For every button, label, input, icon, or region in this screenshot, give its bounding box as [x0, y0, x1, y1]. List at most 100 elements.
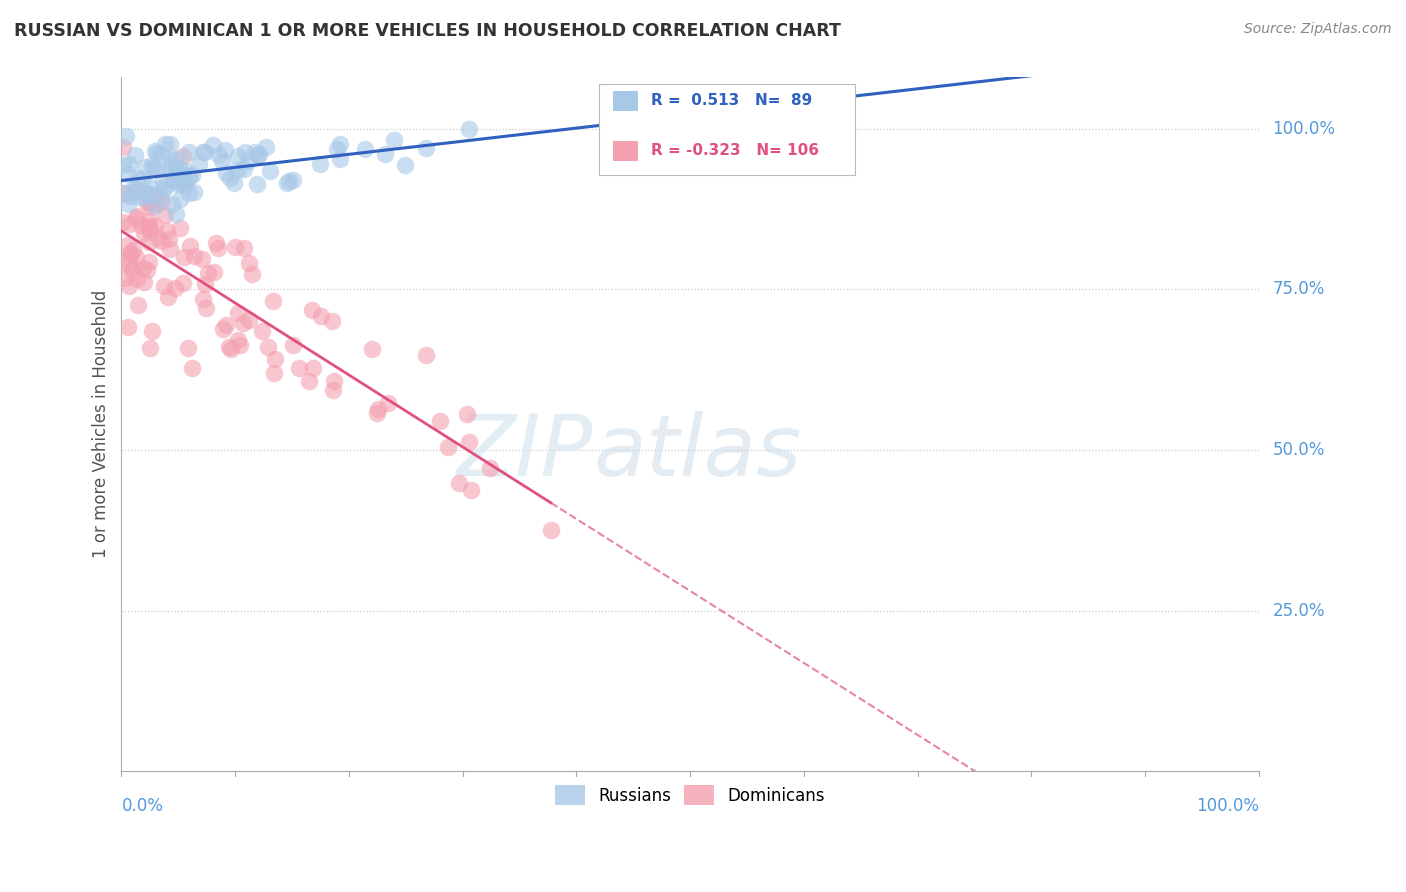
Point [256, 340, 278, 354]
Point [172, 276, 194, 290]
Point [125, 211, 148, 226]
Point [138, 255, 160, 269]
Point [124, 250, 146, 264]
Point [374, 147, 396, 161]
Point [214, 143, 236, 157]
Point [243, 145, 266, 159]
Point [194, 145, 217, 159]
Point [165, 152, 187, 166]
Point [180, 168, 202, 182]
Point [142, 196, 165, 211]
Point [128, 190, 150, 204]
Point [165, 164, 187, 178]
Point [207, 241, 229, 255]
Point [415, 141, 437, 155]
Point [143, 219, 166, 233]
Point [232, 316, 254, 330]
Text: 75.0%: 75.0% [1272, 280, 1324, 299]
Point [120, 246, 142, 260]
Point [262, 294, 284, 309]
Text: 100.0%: 100.0% [1272, 120, 1336, 138]
Point [478, 461, 501, 475]
Point [117, 320, 139, 334]
Point [394, 158, 416, 172]
Point [153, 278, 176, 293]
Point [301, 302, 323, 317]
Point [124, 147, 146, 161]
Point [117, 167, 139, 181]
Point [163, 174, 186, 188]
Point [143, 189, 166, 203]
Point [540, 523, 562, 537]
Point [114, 186, 136, 200]
Point [127, 170, 149, 185]
Point [131, 171, 153, 186]
Point [159, 136, 181, 151]
Point [136, 219, 159, 233]
Text: RUSSIAN VS DOMINICAN 1 OR MORE VEHICLES IN HOUSEHOLD CORRELATION CHART: RUSSIAN VS DOMINICAN 1 OR MORE VEHICLES … [14, 22, 841, 40]
Text: 50.0%: 50.0% [1272, 441, 1324, 459]
Point [160, 196, 183, 211]
Point [143, 144, 166, 158]
Point [226, 333, 249, 347]
Text: 100.0%: 100.0% [1195, 797, 1258, 814]
Point [232, 241, 254, 255]
Point [135, 263, 157, 277]
Point [247, 147, 270, 161]
Point [127, 298, 149, 312]
Point [121, 264, 143, 278]
Text: 0.0%: 0.0% [121, 797, 163, 814]
Point [139, 187, 162, 202]
Point [169, 176, 191, 190]
Point [132, 260, 155, 275]
FancyBboxPatch shape [599, 85, 855, 175]
Point [238, 312, 260, 326]
Text: atlas: atlas [593, 410, 801, 493]
Point [360, 342, 382, 356]
Point [143, 199, 166, 213]
Legend: Russians, Dominicans: Russians, Dominicans [548, 779, 832, 812]
Point [129, 218, 152, 232]
Point [169, 220, 191, 235]
Point [415, 348, 437, 362]
Point [170, 167, 193, 181]
Point [429, 414, 451, 428]
Point [229, 337, 252, 351]
Point [156, 224, 179, 238]
Point [194, 277, 217, 291]
Point [141, 158, 163, 172]
Point [152, 179, 174, 194]
Point [309, 157, 332, 171]
Point [301, 361, 323, 376]
Point [247, 146, 270, 161]
Point [145, 162, 167, 177]
Point [276, 176, 298, 190]
Point [197, 266, 219, 280]
Point [228, 149, 250, 163]
Point [183, 185, 205, 199]
Point [183, 249, 205, 263]
Point [138, 214, 160, 228]
Point [449, 476, 471, 491]
Point [150, 194, 173, 208]
Point [191, 145, 214, 160]
Point [132, 275, 155, 289]
Point [122, 244, 145, 258]
Point [167, 174, 190, 188]
Point [156, 290, 179, 304]
Point [457, 121, 479, 136]
Point [218, 170, 240, 185]
Text: R = -0.323   N= 106: R = -0.323 N= 106 [651, 144, 820, 158]
Point [236, 153, 259, 168]
Point [135, 186, 157, 201]
Point [456, 408, 478, 422]
Point [115, 129, 138, 144]
Point [114, 270, 136, 285]
Point [141, 200, 163, 214]
Point [167, 161, 190, 175]
Point [288, 361, 311, 376]
Point [211, 153, 233, 168]
Point [382, 133, 405, 147]
Point [264, 352, 287, 367]
Point [238, 256, 260, 270]
